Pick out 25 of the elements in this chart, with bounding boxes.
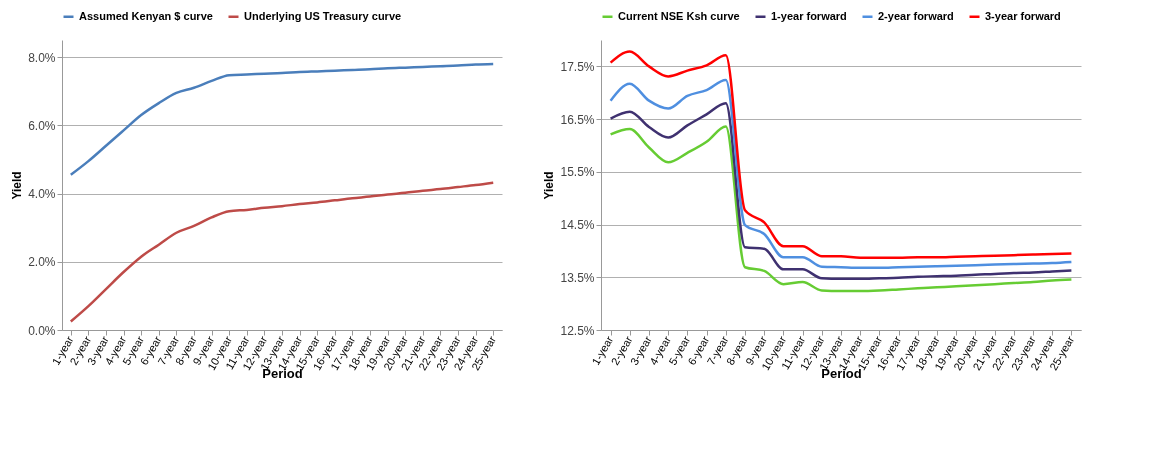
legend-label: 3-year forward [985,9,1061,22]
legend-label: 1-year forward [771,9,847,22]
line-series [609,50,1073,260]
y-tick-label: 15.5% [560,165,595,180]
y-tick-label: 17.5% [560,59,595,74]
line-series [609,102,1073,281]
y-tick-label: 8.0% [28,50,56,65]
y-tick-label: 0.0% [28,323,56,338]
y-tick-label: 12.5% [560,323,595,338]
y-axis-title: Yield [10,171,25,200]
legend-label: 2-year forward [878,9,954,22]
y-tick-label: 13.5% [560,270,595,285]
legend-label: Assumed Kenyan $ curve [79,9,213,22]
line-series [609,78,1073,270]
legend-label: Current NSE Ksh curve [618,9,740,22]
y-tick-label: 6.0% [28,118,56,133]
y-tick-label: 4.0% [28,187,56,202]
y-tick-label: 14.5% [560,218,595,233]
line-series [69,62,495,177]
y-tick-label: 16.5% [560,112,595,127]
y-axis-title: Yield [542,171,557,200]
legend-label: Underlying US Treasury curve [244,9,402,22]
line-series [609,125,1073,293]
line-series [69,181,495,323]
y-tick-label: 2.0% [28,255,56,270]
